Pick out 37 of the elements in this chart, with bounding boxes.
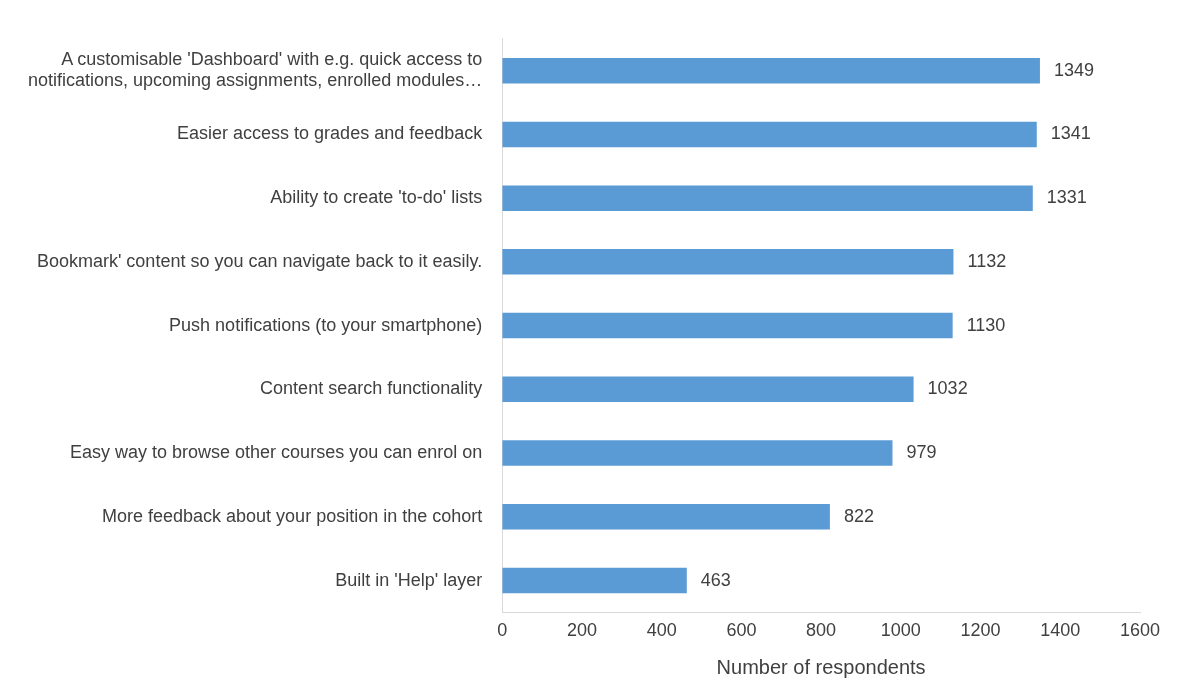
- x-axis-title: Number of respondents: [716, 655, 926, 678]
- y-tick-label: Bookmark' content so you can navigate back to it easily.: [36, 250, 483, 271]
- bar: [502, 121, 1037, 148]
- data-label: 822: [843, 505, 874, 526]
- y-tick-label: Easy way to browse other courses you can enrol on: [70, 442, 483, 463]
- bar: [502, 249, 954, 275]
- x-tick-label: 600: [726, 620, 757, 641]
- x-tick-label: 1000: [880, 620, 921, 641]
- y-tick-label: Push notifications (to your smartphone): [169, 314, 483, 335]
- data-label: 1349: [1053, 59, 1094, 80]
- data-label: 463: [700, 569, 731, 590]
- y-tick-label: Easier access to grades and feedback: [177, 123, 484, 144]
- x-tick-label: 800: [806, 620, 837, 641]
- y-tick-label: A customisable 'Dashboard' with e.g. quick access to notifications, upcoming assignments, enrolled modules…: [27, 48, 483, 91]
- bar: [502, 376, 914, 403]
- bar: [502, 567, 687, 594]
- x-tick-label: 0: [497, 620, 508, 641]
- x-tick-label: 1400: [1040, 620, 1081, 641]
- bar: [502, 185, 1033, 211]
- data-label: 1341: [1050, 123, 1091, 144]
- data-label: 1132: [967, 250, 1007, 271]
- bar: [502, 504, 830, 530]
- data-label: 1130: [966, 314, 1006, 335]
- x-tick-label: 400: [646, 620, 677, 641]
- data-label: 1331: [1046, 187, 1087, 208]
- data-label: 1032: [927, 378, 968, 399]
- x-tick-label: 200: [566, 620, 597, 641]
- y-tick-label: More feedback about your position in the cohort: [102, 505, 483, 526]
- y-tick-label: Ability to create 'to-do' lists: [270, 187, 483, 208]
- bar: [502, 440, 893, 466]
- x-tick-label: 1600: [1119, 620, 1161, 641]
- y-tick-label: Built in 'Help' layer: [335, 569, 483, 590]
- bar: [502, 57, 1040, 84]
- y-tick-label: Content search functionality: [260, 378, 483, 399]
- x-tick-label: 1200: [960, 620, 1001, 641]
- data-label: 979: [906, 442, 937, 463]
- bar: [502, 312, 953, 339]
